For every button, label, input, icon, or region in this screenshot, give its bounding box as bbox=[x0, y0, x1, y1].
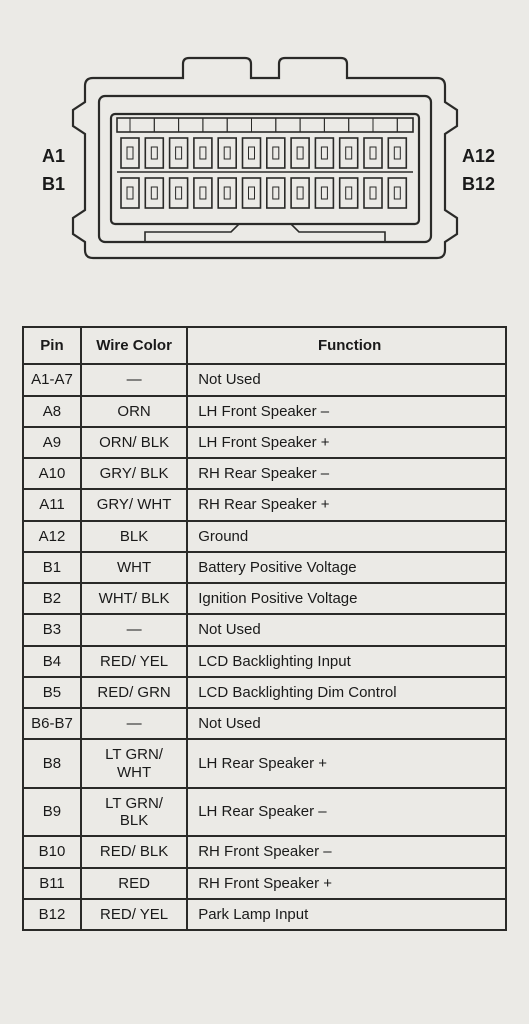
connector-svg bbox=[65, 18, 465, 298]
cell-color: — bbox=[81, 708, 187, 739]
cell-pin: A8 bbox=[23, 396, 81, 427]
table-row: B5RED/ GRNLCD Backlighting Dim Control bbox=[23, 677, 506, 708]
cell-func: RH Front Speaker + bbox=[187, 868, 506, 899]
table-row: A1-A7—Not Used bbox=[23, 364, 506, 395]
cell-color: ORN bbox=[81, 396, 187, 427]
table-row: A9ORN/ BLKLH Front Speaker + bbox=[23, 427, 506, 458]
cell-func: RH Rear Speaker – bbox=[187, 458, 506, 489]
cell-color: ORN/ BLK bbox=[81, 427, 187, 458]
connector-label-a12: A12 bbox=[462, 146, 495, 167]
cell-color: GRY/ WHT bbox=[81, 489, 187, 520]
cell-pin: B11 bbox=[23, 868, 81, 899]
connector-label-a1: A1 bbox=[42, 146, 65, 167]
cell-color: RED/ GRN bbox=[81, 677, 187, 708]
cell-pin: B4 bbox=[23, 646, 81, 677]
table-row: B6-B7—Not Used bbox=[23, 708, 506, 739]
table-row: B11REDRH Front Speaker + bbox=[23, 868, 506, 899]
cell-pin: B3 bbox=[23, 614, 81, 645]
cell-func: LH Front Speaker + bbox=[187, 427, 506, 458]
cell-func: LCD Backlighting Dim Control bbox=[187, 677, 506, 708]
cell-color: LT GRN/BLK bbox=[81, 788, 187, 837]
cell-color: BLK bbox=[81, 521, 187, 552]
pinout-table-body: A1-A7—Not UsedA8ORNLH Front Speaker –A9O… bbox=[23, 364, 506, 930]
cell-pin: A1-A7 bbox=[23, 364, 81, 395]
cell-pin: A9 bbox=[23, 427, 81, 458]
cell-pin: B2 bbox=[23, 583, 81, 614]
table-row: B1WHTBattery Positive Voltage bbox=[23, 552, 506, 583]
cell-color: RED/ YEL bbox=[81, 899, 187, 930]
cell-color: WHT/ BLK bbox=[81, 583, 187, 614]
cell-func: Not Used bbox=[187, 614, 506, 645]
table-row: A8ORNLH Front Speaker – bbox=[23, 396, 506, 427]
cell-func: Not Used bbox=[187, 708, 506, 739]
table-row: B9LT GRN/BLKLH Rear Speaker – bbox=[23, 788, 506, 837]
table-row: B4RED/ YELLCD Backlighting Input bbox=[23, 646, 506, 677]
cell-pin: B10 bbox=[23, 836, 81, 867]
table-row: B8LT GRN/WHTLH Rear Speaker + bbox=[23, 739, 506, 788]
cell-color: WHT bbox=[81, 552, 187, 583]
col-header-color: Wire Color bbox=[81, 327, 187, 364]
table-row: B12RED/ YELPark Lamp Input bbox=[23, 899, 506, 930]
cell-pin: A12 bbox=[23, 521, 81, 552]
table-row: B2WHT/ BLKIgnition Positive Voltage bbox=[23, 583, 506, 614]
table-row: B3—Not Used bbox=[23, 614, 506, 645]
cell-func: RH Rear Speaker + bbox=[187, 489, 506, 520]
pinout-table-head: PinWire ColorFunction bbox=[23, 327, 506, 364]
cell-pin: B6-B7 bbox=[23, 708, 81, 739]
cell-func: LCD Backlighting Input bbox=[187, 646, 506, 677]
cell-pin: B5 bbox=[23, 677, 81, 708]
cell-color: LT GRN/WHT bbox=[81, 739, 187, 788]
cell-func: Park Lamp Input bbox=[187, 899, 506, 930]
cell-color: GRY/ BLK bbox=[81, 458, 187, 489]
connector-label-b12: B12 bbox=[462, 174, 495, 195]
cell-color: — bbox=[81, 614, 187, 645]
cell-func: Battery Positive Voltage bbox=[187, 552, 506, 583]
connector-diagram: A1 B1 A12 B12 bbox=[22, 18, 507, 308]
cell-pin: B8 bbox=[23, 739, 81, 788]
table-row: A11GRY/ WHTRH Rear Speaker + bbox=[23, 489, 506, 520]
cell-func: Ground bbox=[187, 521, 506, 552]
col-header-func: Function bbox=[187, 327, 506, 364]
cell-func: LH Front Speaker – bbox=[187, 396, 506, 427]
col-header-pin: Pin bbox=[23, 327, 81, 364]
cell-pin: B9 bbox=[23, 788, 81, 837]
table-row: A10GRY/ BLKRH Rear Speaker – bbox=[23, 458, 506, 489]
page: A1 B1 A12 B12 PinWire ColorFunction A1-A… bbox=[0, 0, 529, 1024]
cell-func: LH Rear Speaker + bbox=[187, 739, 506, 788]
cell-pin: B12 bbox=[23, 899, 81, 930]
connector-label-b1: B1 bbox=[42, 174, 65, 195]
cell-func: LH Rear Speaker – bbox=[187, 788, 506, 837]
cell-func: Ignition Positive Voltage bbox=[187, 583, 506, 614]
cell-color: RED/ YEL bbox=[81, 646, 187, 677]
cell-color: RED/ BLK bbox=[81, 836, 187, 867]
cell-pin: A10 bbox=[23, 458, 81, 489]
cell-func: Not Used bbox=[187, 364, 506, 395]
table-row: A12BLKGround bbox=[23, 521, 506, 552]
cell-pin: A11 bbox=[23, 489, 81, 520]
cell-func: RH Front Speaker – bbox=[187, 836, 506, 867]
cell-color: RED bbox=[81, 868, 187, 899]
table-row: B10RED/ BLKRH Front Speaker – bbox=[23, 836, 506, 867]
pinout-table: PinWire ColorFunction A1-A7—Not UsedA8OR… bbox=[22, 326, 507, 931]
cell-color: — bbox=[81, 364, 187, 395]
cell-pin: B1 bbox=[23, 552, 81, 583]
